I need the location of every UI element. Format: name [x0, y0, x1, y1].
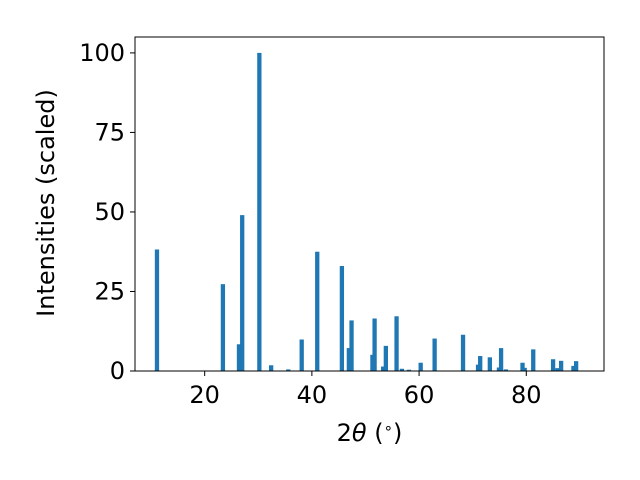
bar [383, 345, 388, 371]
x-axis-label-degree: ∘ [384, 419, 393, 437]
bars-group [154, 52, 579, 372]
x-tick-label: 60 [404, 381, 435, 409]
bar [299, 339, 304, 371]
y-tick-label: 25 [94, 277, 125, 305]
x-axis-label-part: ) [393, 419, 402, 447]
bar [315, 251, 320, 371]
bar [399, 368, 405, 371]
bar [487, 357, 492, 371]
bar [339, 266, 345, 371]
bar [503, 369, 509, 371]
y-axis-label: Intensities (scaled) [32, 89, 60, 317]
y-tick-label: 75 [94, 118, 125, 146]
x-tick-label: 20 [189, 381, 220, 409]
bar [460, 334, 466, 371]
bar [220, 284, 226, 371]
bar [558, 360, 564, 371]
bar [349, 320, 354, 371]
bar [372, 318, 377, 371]
bar [406, 369, 412, 371]
bar [240, 215, 245, 371]
bar [478, 356, 483, 371]
bar [531, 349, 536, 371]
x-tick-label: 80 [511, 381, 542, 409]
x-axis-ticks: 20 40 60 80 [189, 371, 542, 409]
bar [498, 348, 504, 371]
bar [346, 348, 352, 371]
bar [571, 365, 576, 371]
x-axis-label-part: 2 [337, 419, 352, 447]
bar [522, 367, 527, 371]
bar [269, 365, 274, 371]
bar [381, 366, 386, 371]
y-tick-label: 50 [94, 198, 125, 226]
bar [154, 249, 160, 371]
bar [555, 368, 560, 371]
x-axis-label-part: ( [367, 419, 384, 447]
x-axis-label: 2θ (∘) [337, 419, 403, 447]
x-axis-label-theta: θ [352, 419, 367, 447]
y-tick-label: 100 [79, 39, 125, 67]
plot-frame [134, 36, 605, 372]
bar [418, 362, 423, 371]
bar [257, 52, 262, 372]
bar [550, 359, 556, 371]
x-tick-label: 40 [297, 381, 328, 409]
bar [520, 362, 525, 371]
y-axis-ticks: 0 25 50 75 100 [79, 39, 135, 385]
bar [573, 361, 579, 371]
bar [286, 369, 291, 371]
bar [370, 354, 375, 371]
y-tick-label: 0 [110, 357, 125, 385]
bar [432, 338, 437, 371]
bar [394, 316, 399, 371]
bar [236, 344, 242, 371]
